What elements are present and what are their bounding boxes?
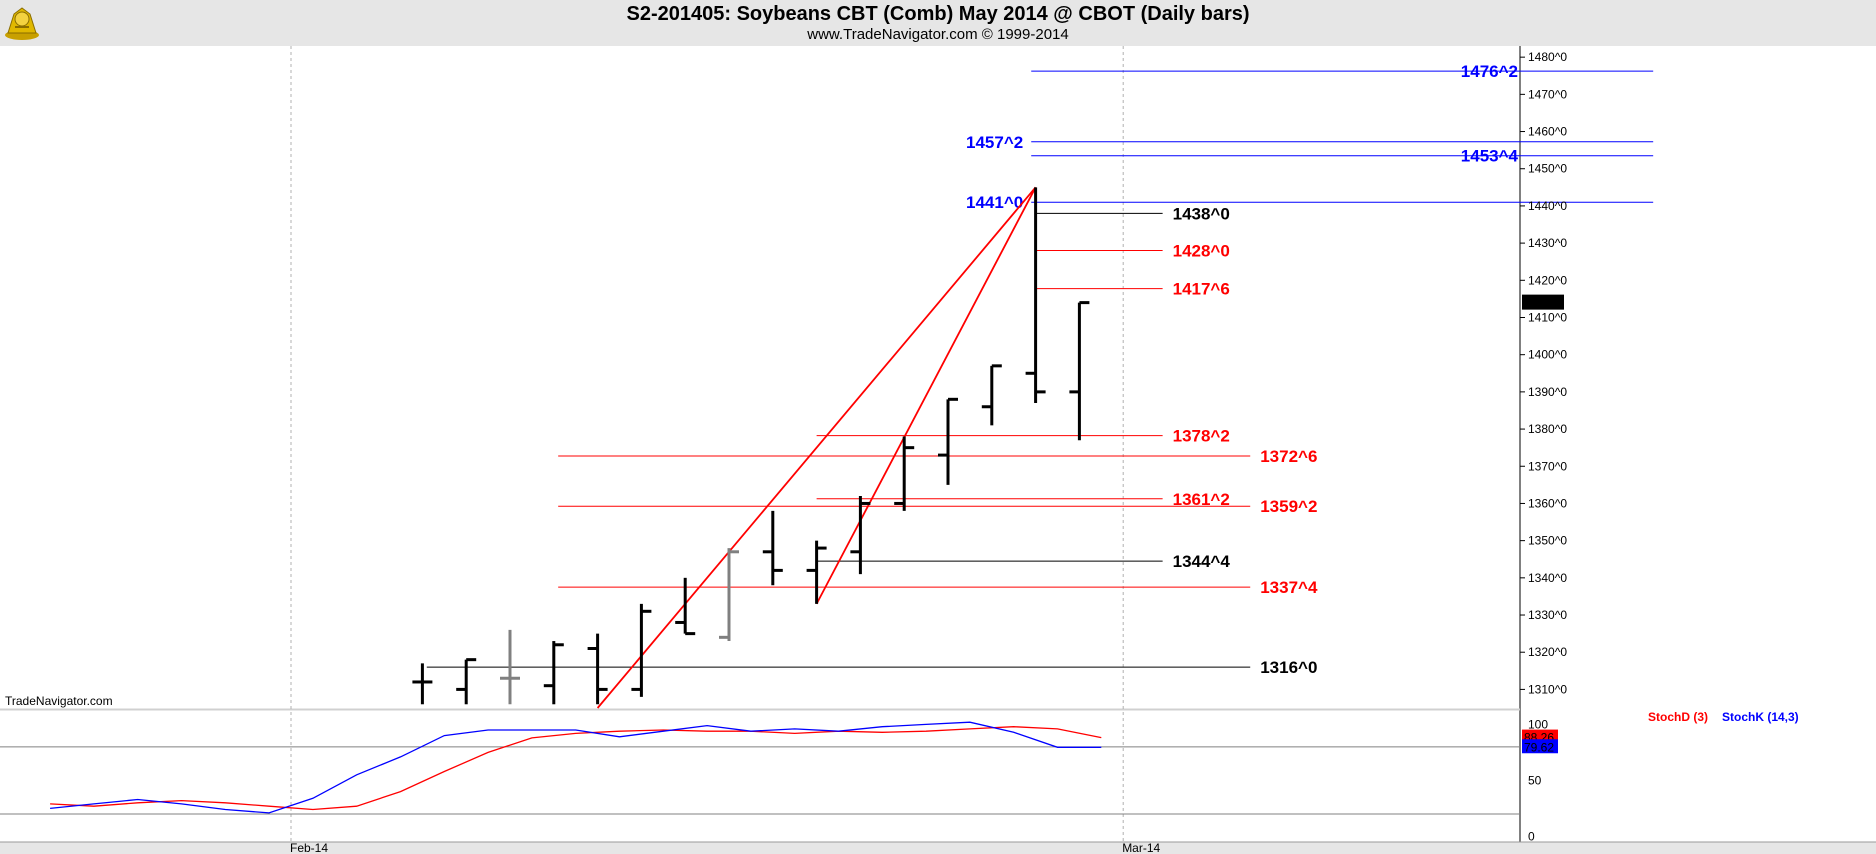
stoch-legend-entry: StochK (14,3) (1722, 710, 1799, 724)
ohlc-bar (1025, 187, 1046, 404)
last-price-label: 1414^0 (1524, 296, 1563, 310)
chart-frame (0, 46, 1876, 854)
stoch-tick-label: 50 (1528, 773, 1542, 787)
stoch-series-line (50, 721, 1102, 814)
price-tick-label: 1480^0 (1528, 50, 1567, 64)
price-tick-label: 1310^0 (1528, 682, 1567, 696)
trend-lines (596, 186, 1037, 709)
price-bars (412, 187, 1090, 705)
level-label: 1441^0 (966, 193, 1023, 212)
level-lines: 1476^2 1457^2 1453^4 1441^0 1438^0 1428^0 1417… (426, 62, 1654, 677)
price-tick-label: 1460^0 (1528, 125, 1567, 139)
ohlc-bar (1069, 301, 1090, 441)
stoch-value-badge (1522, 739, 1558, 754)
stoch-series-line (50, 726, 1102, 811)
price-tick-label: 1330^0 (1528, 608, 1567, 622)
ohlc-bar (894, 436, 915, 511)
chart-title: S2-201405: Soybeans CBT (Comb) May 2014 … (626, 3, 1250, 25)
ohlc-bar (981, 364, 1002, 426)
price-tick-label: 1400^0 (1528, 348, 1567, 362)
price-tick-label: 1410^0 (1528, 310, 1567, 324)
chart-header: S2-201405: Soybeans CBT (Comb) May 2014 … (0, 0, 1876, 46)
date-tick-label: Feb-14 (290, 841, 328, 854)
price-tick-label: 1370^0 (1528, 459, 1567, 473)
trade-navigator-logo-icon (2, 2, 42, 47)
price-tick-label: 1420^0 (1528, 273, 1567, 287)
stoch-legend-entry: StochD (3) (1648, 710, 1708, 724)
ohlc-bar (675, 577, 696, 636)
level-label: 1476^2 (1461, 62, 1518, 81)
level-label: 1417^6 (1173, 280, 1230, 299)
price-tick-label: 1320^0 (1528, 645, 1567, 659)
panel-separator (0, 708, 1520, 711)
ohlc-bar (719, 548, 739, 642)
watermark-label: TradeNavigator.com (5, 694, 113, 708)
ohlc-bar (850, 496, 871, 575)
date-axis: Feb-14 Mar-14 (290, 841, 1161, 854)
stoch-tick-label: 0 (1528, 829, 1535, 843)
date-axis-band (0, 842, 1876, 854)
level-label: 1457^2 (966, 133, 1023, 152)
stoch-value-label: 79.62 (1524, 740, 1554, 754)
level-label: 1453^4 (1461, 147, 1519, 166)
price-tick-label: 1380^0 (1528, 422, 1567, 436)
ohlc-bar (806, 540, 827, 604)
level-label: 1372^6 (1260, 447, 1317, 466)
grid-lines (290, 46, 1124, 842)
level-label: 1316^0 (1260, 658, 1317, 677)
price-tick-label: 1440^0 (1528, 199, 1567, 213)
ohlc-bar (762, 510, 783, 586)
level-label: 1359^2 (1260, 497, 1317, 516)
ohlc-bar (500, 629, 520, 705)
chart-subtitle: www.TradeNavigator.com © 1999-2014 (807, 26, 1069, 43)
ohlc-bar (587, 633, 608, 705)
level-label: 1344^4 (1173, 552, 1231, 571)
level-label: 1361^2 (1173, 490, 1230, 509)
date-tick-label: Mar-14 (1122, 841, 1160, 854)
level-label: 1378^2 (1173, 427, 1230, 446)
price-tick-label: 1470^0 (1528, 87, 1567, 101)
stoch-tick-label: 100 (1528, 717, 1548, 731)
last-price-badge (1522, 294, 1564, 310)
price-axis: 1310^0 1320^0 1330^0 1340^0 1350^0 1360^0 1370… (1520, 50, 1567, 696)
ohlc-bar (631, 603, 652, 697)
price-tick-label: 1430^0 (1528, 236, 1567, 250)
level-label: 1337^4 (1260, 578, 1318, 597)
price-tick-label: 1390^0 (1528, 385, 1567, 399)
trend-line (596, 186, 1037, 709)
price-tick-label: 1360^0 (1528, 496, 1567, 510)
ohlc-bar (412, 663, 433, 705)
ohlc-bar (938, 397, 958, 485)
price-tick-label: 1340^0 (1528, 571, 1567, 585)
price-tick-label: 1450^0 (1528, 162, 1567, 176)
ohlc-bar (543, 641, 564, 705)
level-label: 1428^0 (1173, 242, 1230, 261)
price-tick-label: 1350^0 (1528, 534, 1567, 548)
trend-line (815, 186, 1037, 605)
ohlc-bar (456, 658, 477, 705)
level-label: 1438^0 (1173, 204, 1230, 223)
